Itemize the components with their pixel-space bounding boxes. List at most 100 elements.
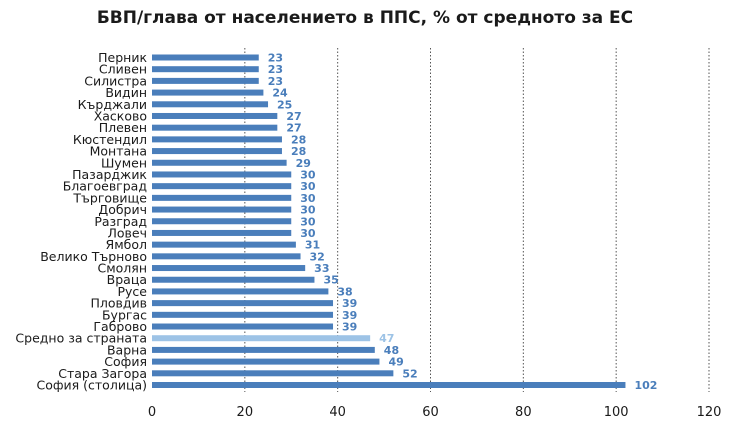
category-label: Русе [118, 284, 148, 299]
bar [152, 311, 334, 318]
category-label: Перник [98, 50, 147, 65]
category-label: Силистра [84, 73, 147, 88]
value-label: 30 [300, 204, 316, 217]
bar [152, 112, 278, 119]
category-label: Сливен [99, 62, 147, 77]
category-label: София (столица) [36, 378, 147, 393]
bar [152, 206, 292, 213]
value-label: 30 [300, 215, 316, 228]
category-label: Средно за страната [15, 331, 147, 346]
value-label: 30 [300, 168, 316, 181]
value-label: 27 [286, 110, 301, 123]
x-tick-label: 0 [148, 405, 156, 420]
category-label: Пловдив [90, 296, 147, 311]
value-label: 25 [277, 98, 292, 111]
category-label: София [104, 354, 147, 369]
value-label: 39 [342, 297, 357, 310]
bar [152, 148, 282, 155]
category-label: Търговище [72, 190, 147, 205]
bar [152, 101, 269, 108]
bar [152, 171, 292, 178]
bar [152, 358, 380, 365]
bar [152, 323, 334, 330]
category-labels: ПерникСливенСилистраВидинКърджалиХасково… [15, 50, 147, 393]
bar [152, 241, 296, 248]
chart-title: БВП/глава от населението в ППС, % от сре… [96, 8, 634, 28]
value-label: 23 [268, 75, 283, 88]
x-tick-label: 80 [515, 405, 532, 420]
category-label: Бургас [102, 307, 147, 322]
value-label: 23 [268, 52, 283, 65]
value-label: 38 [337, 285, 352, 298]
bars [152, 54, 626, 388]
category-label: Смолян [98, 261, 148, 276]
value-label: 39 [342, 321, 357, 334]
bar [152, 288, 329, 295]
value-label: 48 [384, 344, 399, 357]
value-label: 102 [634, 379, 657, 392]
bar [152, 159, 287, 166]
bar [152, 300, 334, 307]
category-label: Благоевград [63, 179, 147, 194]
category-label: Кюстендил [73, 132, 147, 147]
value-label: 28 [291, 145, 306, 158]
category-label: Враца [107, 272, 147, 287]
category-label: Кърджали [78, 97, 147, 112]
value-label: 39 [342, 309, 357, 322]
value-label: 31 [305, 239, 320, 252]
x-tick-label: 40 [329, 405, 346, 420]
category-label: Разград [94, 214, 147, 229]
bar [152, 253, 301, 260]
bar [152, 183, 292, 190]
category-label: Шумен [101, 155, 147, 170]
bar [152, 370, 394, 377]
bar [152, 66, 259, 73]
category-label: Стара Загора [58, 366, 147, 381]
category-label: Ловеч [108, 225, 148, 240]
value-label: 33 [314, 262, 329, 275]
x-axis-ticks: 0 20 40 60 80 100 120 [148, 405, 722, 420]
x-tick-label: 120 [697, 405, 722, 420]
bar [152, 54, 259, 61]
category-label: Видин [105, 85, 147, 100]
category-label: Варна [107, 342, 147, 357]
value-label: 29 [296, 157, 311, 170]
value-label: 28 [291, 133, 306, 146]
bar [152, 77, 259, 84]
bar [152, 229, 292, 236]
bar [152, 218, 292, 225]
value-label: 30 [300, 180, 316, 193]
x-tick-label: 60 [422, 405, 439, 420]
bar [152, 194, 292, 201]
category-label: Ямбол [106, 237, 147, 252]
x-tick-label: 20 [237, 405, 254, 420]
bar [152, 346, 375, 353]
value-label: 32 [310, 250, 325, 263]
bar [152, 335, 371, 342]
bar [152, 89, 264, 96]
value-label: 23 [268, 63, 283, 76]
category-label: Плевен [99, 120, 147, 135]
value-label: 30 [300, 227, 316, 240]
category-label: Велико Търново [40, 249, 147, 264]
value-labels: 2323232425272728282930303030303031323335… [268, 52, 658, 393]
bar [152, 276, 315, 283]
category-label: Габрово [93, 319, 147, 334]
value-label: 27 [286, 122, 301, 135]
bar [152, 382, 626, 388]
category-label: Монтана [90, 144, 147, 159]
bar [152, 124, 278, 131]
value-label: 52 [402, 367, 417, 380]
value-label: 30 [300, 192, 316, 205]
category-label: Хасково [94, 108, 147, 123]
bar [152, 136, 282, 143]
value-label: 47 [379, 332, 394, 345]
bar [152, 265, 306, 272]
category-label: Добрич [98, 202, 147, 217]
value-label: 49 [388, 356, 403, 369]
x-tick-label: 100 [604, 405, 629, 420]
value-label: 35 [323, 274, 338, 287]
category-label: Пазарджик [72, 167, 147, 182]
value-label: 24 [272, 87, 288, 100]
